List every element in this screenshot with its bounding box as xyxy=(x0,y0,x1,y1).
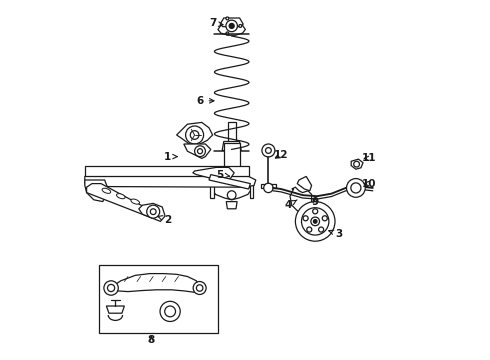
Circle shape xyxy=(239,24,242,27)
Text: 1: 1 xyxy=(164,152,177,162)
Polygon shape xyxy=(176,122,213,146)
Text: 6: 6 xyxy=(196,96,214,106)
Circle shape xyxy=(295,202,335,241)
Polygon shape xyxy=(261,184,275,188)
Polygon shape xyxy=(184,144,211,158)
Polygon shape xyxy=(228,122,236,143)
Polygon shape xyxy=(85,166,248,176)
Text: 3: 3 xyxy=(329,229,342,239)
Ellipse shape xyxy=(102,188,111,193)
Circle shape xyxy=(303,216,308,221)
Polygon shape xyxy=(110,274,200,292)
Polygon shape xyxy=(351,159,363,169)
Circle shape xyxy=(147,205,160,218)
Text: 9: 9 xyxy=(312,197,319,207)
Polygon shape xyxy=(139,203,165,221)
Circle shape xyxy=(190,131,199,139)
Polygon shape xyxy=(224,143,240,184)
Circle shape xyxy=(264,183,273,193)
Polygon shape xyxy=(212,176,251,200)
Polygon shape xyxy=(210,182,214,198)
Polygon shape xyxy=(106,306,124,313)
Text: 12: 12 xyxy=(274,150,288,160)
Text: 4: 4 xyxy=(285,200,297,210)
Circle shape xyxy=(160,301,180,321)
Ellipse shape xyxy=(146,206,154,211)
Circle shape xyxy=(195,146,205,157)
Ellipse shape xyxy=(131,199,140,204)
Text: 5: 5 xyxy=(216,170,229,180)
Circle shape xyxy=(307,227,312,232)
Circle shape xyxy=(150,209,156,215)
Circle shape xyxy=(311,217,319,226)
Polygon shape xyxy=(250,182,253,198)
Circle shape xyxy=(227,191,236,199)
Text: 7: 7 xyxy=(209,18,223,28)
Circle shape xyxy=(107,284,115,292)
Text: 10: 10 xyxy=(362,179,376,189)
Circle shape xyxy=(196,285,203,291)
Polygon shape xyxy=(85,176,256,187)
Polygon shape xyxy=(297,176,312,191)
Bar xyxy=(99,265,218,333)
Circle shape xyxy=(226,32,229,35)
Circle shape xyxy=(165,306,175,317)
Circle shape xyxy=(301,208,329,235)
Text: 2: 2 xyxy=(158,215,171,225)
Circle shape xyxy=(314,220,317,223)
Circle shape xyxy=(351,183,361,193)
Circle shape xyxy=(104,281,118,295)
Circle shape xyxy=(266,148,271,153)
Text: 11: 11 xyxy=(362,153,376,163)
Polygon shape xyxy=(85,180,108,202)
Polygon shape xyxy=(193,167,234,180)
Polygon shape xyxy=(226,202,237,209)
Circle shape xyxy=(186,126,204,144)
Polygon shape xyxy=(290,187,312,213)
Circle shape xyxy=(354,161,360,167)
Circle shape xyxy=(262,144,275,157)
Ellipse shape xyxy=(117,194,125,199)
Circle shape xyxy=(318,227,323,232)
Circle shape xyxy=(197,149,202,154)
Circle shape xyxy=(229,23,234,28)
Circle shape xyxy=(346,179,365,197)
Circle shape xyxy=(322,216,327,221)
Circle shape xyxy=(193,282,206,294)
Polygon shape xyxy=(220,18,243,27)
Polygon shape xyxy=(87,184,157,218)
Circle shape xyxy=(313,209,318,214)
Polygon shape xyxy=(209,175,250,189)
Polygon shape xyxy=(222,141,241,150)
Circle shape xyxy=(226,17,229,20)
Circle shape xyxy=(226,20,238,32)
Text: 8: 8 xyxy=(148,335,155,345)
Polygon shape xyxy=(218,19,245,35)
